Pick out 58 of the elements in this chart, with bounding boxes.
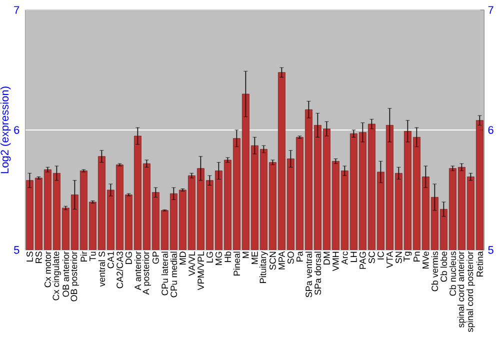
x-tick-label: Cx cingulate xyxy=(52,252,61,300)
x-tick-label: DM xyxy=(324,252,330,264)
x-tick-label: SPa dorsal xyxy=(314,252,322,295)
x-tick-label: SPa ventral xyxy=(305,252,312,298)
x-tick-label: Pir xyxy=(80,251,87,262)
x-tick-label: LS xyxy=(26,252,33,262)
y-tick-label: 7 xyxy=(14,6,20,14)
y2-tick-label: 5 xyxy=(488,246,494,254)
x-tick-label: Cb vermis xyxy=(431,252,438,292)
x-tick-label: SO xyxy=(288,252,294,264)
x-tick-label: OB anterior xyxy=(62,251,70,297)
x-tick-label: CPu medial xyxy=(170,252,178,298)
x-tick-label: SN xyxy=(396,252,402,264)
x-tick-label: spinal cord posterior xyxy=(466,251,475,332)
x-tick-label: VTA xyxy=(386,251,393,268)
x-tick-label: LH xyxy=(350,252,357,262)
x-tick-label: Cb lobe xyxy=(440,252,448,282)
y-axis-title: Log2 (expression) xyxy=(0,86,11,174)
x-tick-label: Pituitary xyxy=(260,251,268,283)
x-tick-label: Tu xyxy=(90,252,96,262)
x-tick-label: Cx motor xyxy=(44,251,51,288)
x-tick-label: M xyxy=(242,252,249,258)
x-tick-label: Retina xyxy=(476,251,484,276)
y2-tick-label: 6 xyxy=(488,126,494,134)
x-tick-label: spinal cord anterior xyxy=(458,251,466,328)
x-tick-label: PAG xyxy=(360,252,366,269)
x-tick-label: Hb xyxy=(224,252,232,262)
x-tick-label: LG xyxy=(206,252,213,262)
x-tick-label: MG xyxy=(216,252,222,265)
x-tick-label: MVe xyxy=(422,252,429,268)
y-tick-label: 6 xyxy=(14,126,20,134)
x-tick-label: GP xyxy=(152,252,159,264)
x-tick-label: VA/VL xyxy=(188,251,196,276)
x-tick-label: CA2/CA3 xyxy=(116,252,124,288)
y-tick-label: 5 xyxy=(14,246,20,254)
x-tick-label: Pn xyxy=(414,252,420,262)
y2-tick-label: 7 xyxy=(488,6,494,14)
x-tick-label: Arc xyxy=(342,251,348,265)
x-tick-label: Cb nucleus xyxy=(449,252,456,296)
x-tick-label: DG xyxy=(126,252,132,264)
x-tick-label: Tg xyxy=(404,252,412,262)
x-tick-label: CA1 xyxy=(108,252,114,268)
x-tick-label: CPu lateral xyxy=(161,252,168,296)
x-tick-label: IC xyxy=(378,252,384,260)
x-tick-label: SC xyxy=(368,252,375,264)
x-tick-label: Pa xyxy=(296,251,303,262)
x-tick-label: MD xyxy=(180,252,186,264)
x-tick-label: VPM/VPL xyxy=(197,251,204,290)
x-tick-label: VMH xyxy=(332,252,339,272)
x-tick-label: ventral S xyxy=(98,252,106,287)
x-tick-label: ME xyxy=(252,252,258,264)
x-tick-label: A posterior xyxy=(142,251,151,295)
x-tick-label: Pineal xyxy=(233,252,240,276)
x-tick-label: A anterior xyxy=(134,251,142,290)
x-tick-label: OB posterior xyxy=(70,251,79,302)
x-tick-label: MPA xyxy=(278,251,285,270)
x-tick-label: SCN xyxy=(270,252,276,270)
x-tick-label: RS xyxy=(36,252,42,263)
